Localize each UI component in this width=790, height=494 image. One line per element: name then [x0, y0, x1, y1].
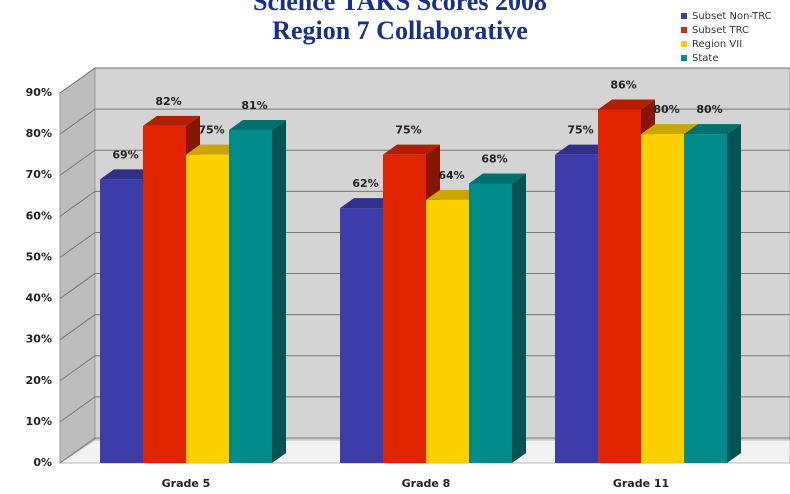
bar-top — [143, 115, 200, 126]
bar — [143, 125, 186, 463]
data-label: 62% — [352, 177, 378, 190]
bar-top — [598, 99, 655, 110]
bar-top — [383, 144, 440, 155]
y-tick-label: 20% — [26, 374, 52, 387]
y-tick-label: 70% — [26, 168, 52, 181]
bar — [229, 130, 272, 463]
bar-top — [426, 189, 483, 200]
bar — [555, 154, 598, 463]
x-tick-label: Grade 8 — [402, 477, 451, 490]
grid-line — [59, 149, 790, 176]
bar — [383, 154, 426, 463]
y-tick-label: 30% — [26, 333, 52, 346]
data-label: 68% — [481, 152, 507, 165]
data-label: 86% — [610, 78, 636, 91]
data-label: 64% — [438, 169, 464, 182]
y-tick-label: 0% — [33, 456, 52, 469]
bar-top — [186, 144, 243, 155]
legend-label: Subset Non-TRC — [692, 11, 772, 22]
bar-top — [641, 124, 698, 135]
chart-subtitle: Region 7 Collaborative — [272, 16, 528, 45]
data-label: 82% — [155, 95, 181, 108]
y-tick-label: 50% — [26, 250, 52, 263]
legend-swatch — [681, 55, 687, 61]
grid-line — [59, 67, 790, 94]
legend-label: Region VII — [692, 39, 742, 50]
data-label: 75% — [395, 124, 421, 137]
bar-side — [727, 124, 741, 463]
bar — [469, 183, 512, 463]
side-wall — [59, 67, 96, 464]
legend-label: Subset TRC — [692, 25, 749, 36]
bar-side — [272, 120, 286, 463]
data-label: 80% — [653, 103, 679, 116]
bar — [641, 134, 684, 463]
data-label: 75% — [567, 124, 593, 137]
bar — [340, 208, 383, 463]
bar-top — [100, 169, 157, 180]
bar-side — [512, 173, 526, 463]
legend-swatch — [681, 41, 687, 47]
y-tick-label: 60% — [26, 209, 52, 222]
y-tick-label: 40% — [26, 292, 52, 305]
data-label: 75% — [198, 124, 224, 137]
bar-top — [469, 173, 526, 184]
data-label: 69% — [112, 148, 138, 161]
bar-top — [229, 120, 286, 130]
legend-label: State — [692, 53, 718, 64]
bar — [426, 199, 469, 463]
grid-line — [59, 108, 790, 135]
bar-top — [555, 144, 612, 155]
legend-swatch — [681, 27, 687, 33]
bar — [186, 154, 229, 463]
x-tick-label: Grade 11 — [613, 477, 669, 490]
bar — [684, 134, 727, 463]
data-label: 81% — [241, 99, 267, 112]
chart-title: Science TAKS Scores 2008 — [253, 0, 547, 16]
data-label: 80% — [696, 103, 722, 116]
y-tick-label: 10% — [26, 415, 52, 428]
y-tick-label: 80% — [26, 127, 52, 140]
y-tick-label: 90% — [26, 86, 52, 99]
legend-swatch — [681, 13, 687, 19]
x-tick-label: Grade 5 — [162, 477, 211, 490]
bar-top — [340, 198, 397, 209]
bar — [100, 179, 143, 464]
bar-top — [684, 124, 741, 135]
bar — [598, 109, 641, 463]
